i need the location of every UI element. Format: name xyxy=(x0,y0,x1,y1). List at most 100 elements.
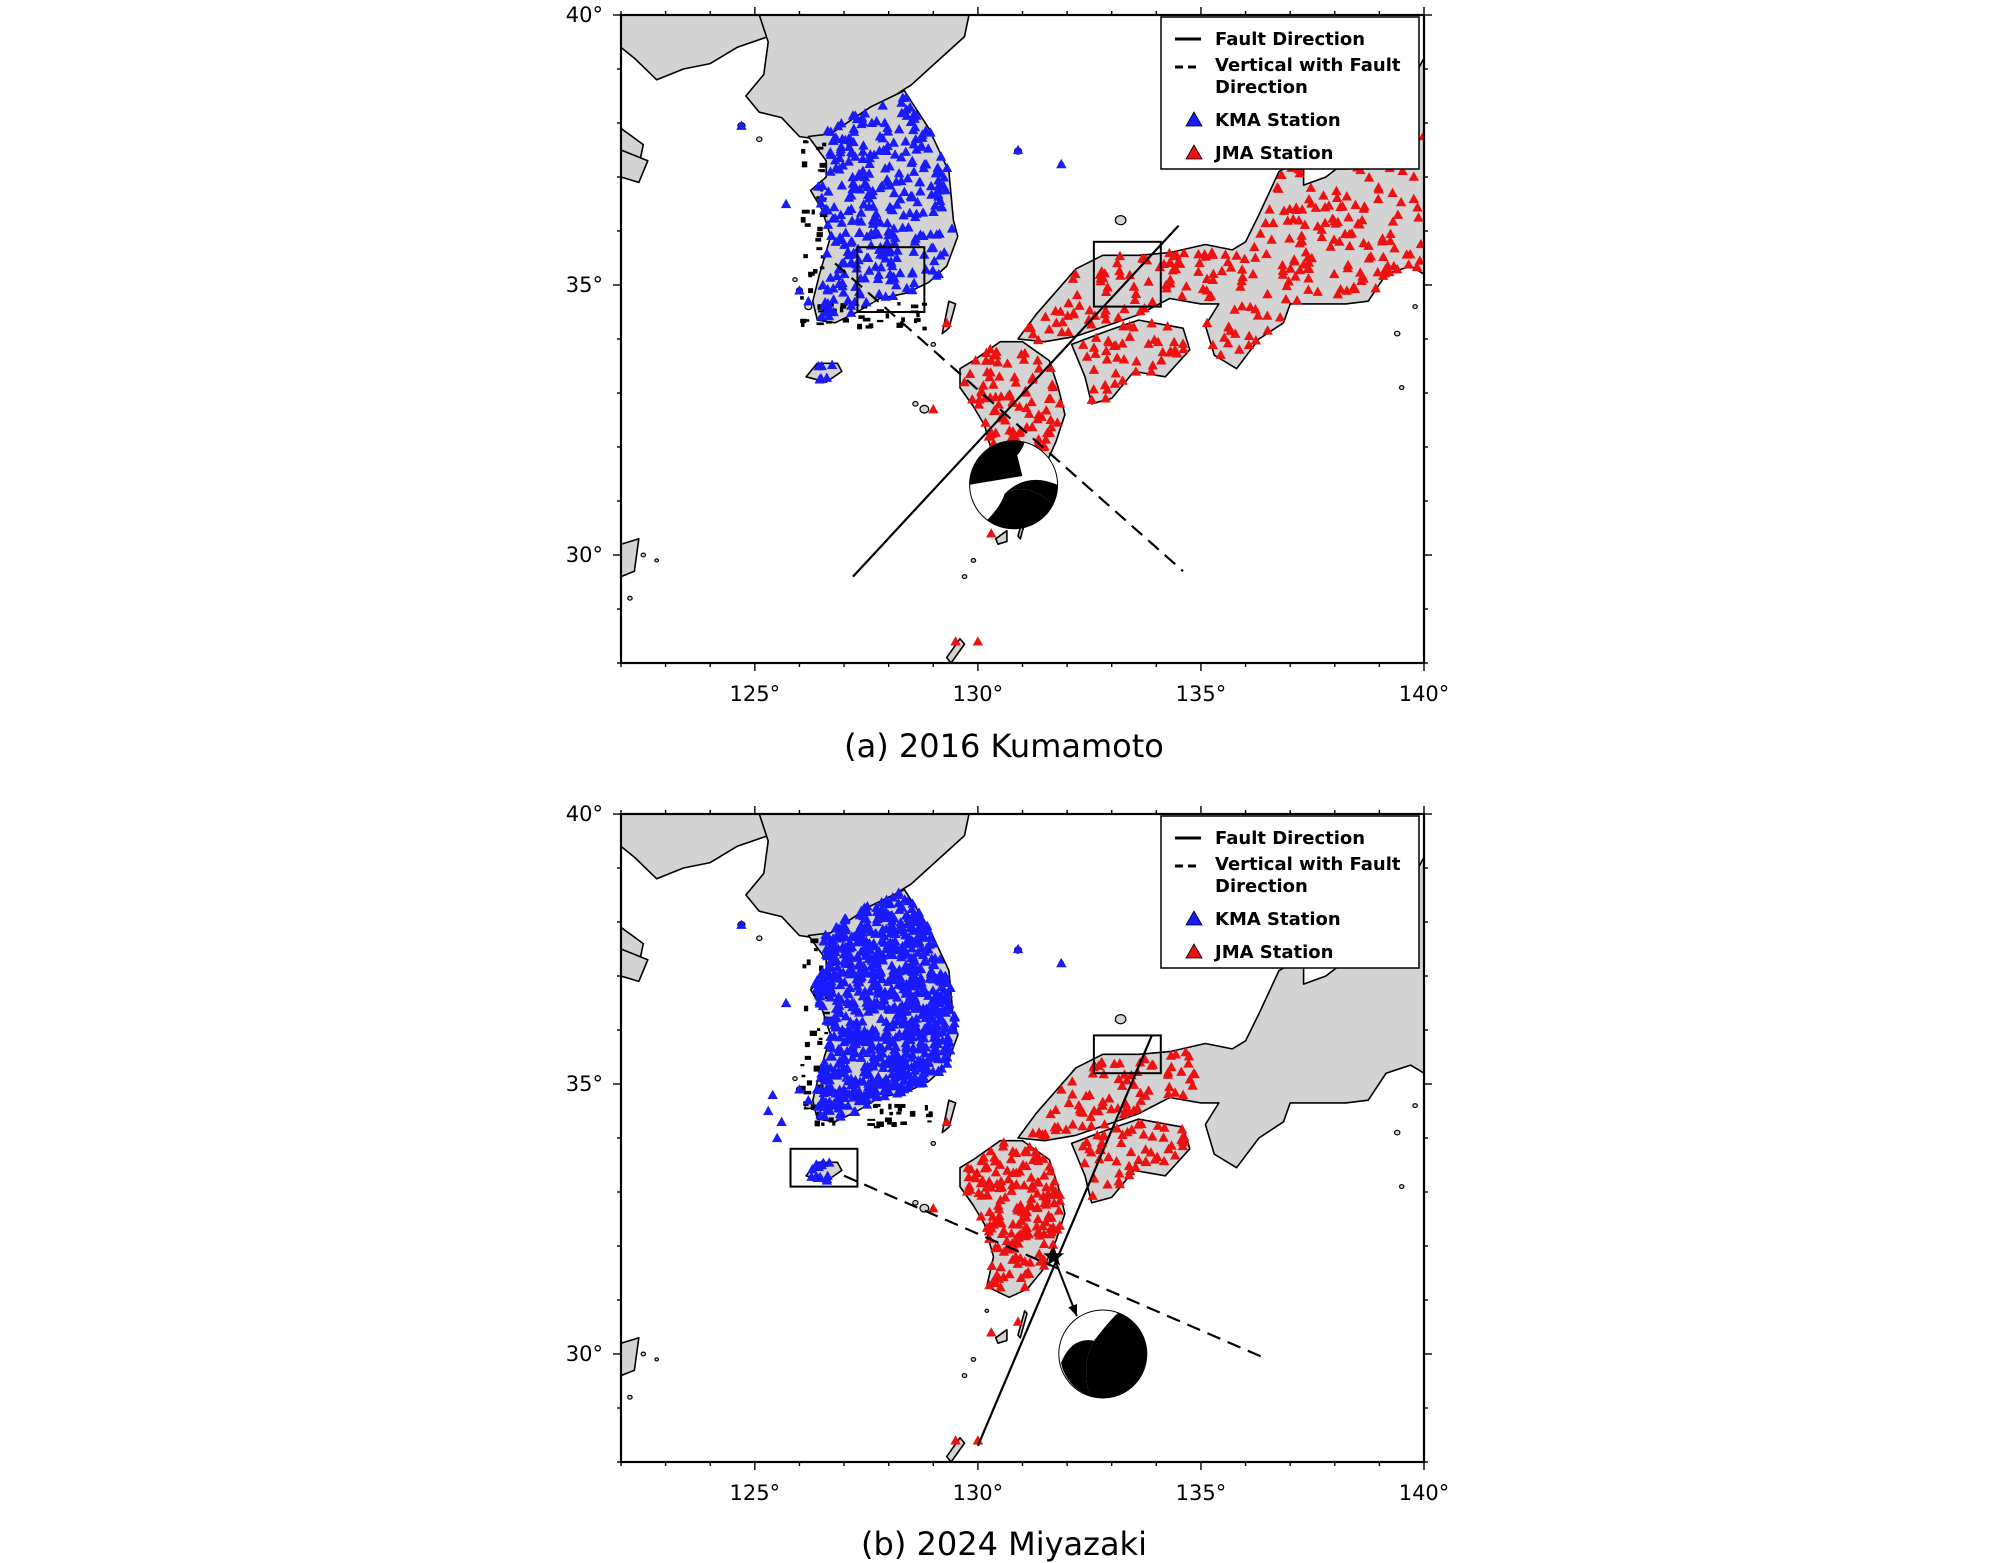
kma-station-marker xyxy=(925,180,937,191)
jma-station-marker xyxy=(1363,172,1375,182)
kma-station-marker xyxy=(893,887,904,897)
kma-station-marker xyxy=(932,162,943,172)
jma-station-marker xyxy=(990,1277,1001,1287)
jma-station-marker xyxy=(1101,345,1112,356)
jma-station-marker xyxy=(970,355,981,365)
kma-station-marker xyxy=(850,1038,862,1049)
jma-station-marker xyxy=(1245,301,1256,312)
jma-station-marker xyxy=(1002,358,1013,368)
jma-station-marker xyxy=(1114,1058,1125,1068)
kma-station-marker xyxy=(859,1095,871,1105)
jma-station-marker xyxy=(1157,346,1168,357)
jma-station-marker xyxy=(1067,1076,1078,1086)
kma-station-marker xyxy=(882,1022,893,1032)
kma-station-marker xyxy=(817,969,829,979)
kma-station-marker xyxy=(821,943,832,954)
kma-station-marker xyxy=(920,158,932,169)
jma-station-marker xyxy=(1084,1143,1095,1154)
coastal-islet xyxy=(840,303,847,309)
jma-station-marker xyxy=(1133,1154,1144,1164)
jma-station-marker xyxy=(1163,1088,1174,1099)
jma-station-marker xyxy=(1169,344,1181,354)
jma-station-marker xyxy=(1163,1143,1174,1154)
jma-station-marker xyxy=(1152,1120,1164,1130)
kma-station-marker xyxy=(870,950,881,960)
kma-station-marker xyxy=(825,166,836,176)
kma-station-marker xyxy=(829,212,841,223)
kma-station-marker xyxy=(877,100,888,110)
panel-caption: (b) 2024 Miyazaki xyxy=(861,1525,1147,1563)
kma-station-marker xyxy=(917,207,929,217)
jma-station-marker xyxy=(1408,171,1420,181)
kma-station-marker xyxy=(1012,943,1024,954)
jma-station-marker xyxy=(1045,362,1056,372)
kma-station-marker xyxy=(930,168,942,178)
jma-station-marker xyxy=(1034,1256,1046,1266)
jma-station-marker xyxy=(1164,257,1175,267)
kma-station-marker xyxy=(918,984,929,995)
kma-station-marker xyxy=(767,1089,778,1099)
kma-station-marker xyxy=(870,208,882,218)
jma-station-marker xyxy=(1027,328,1039,339)
coastal-islet xyxy=(813,268,818,274)
kma-station-marker xyxy=(887,937,898,948)
jma-station-marker xyxy=(1207,339,1219,350)
coastal-islet xyxy=(817,226,823,232)
jma-station-marker xyxy=(1138,1129,1149,1139)
kma-station-marker xyxy=(916,141,928,151)
kma-station-marker xyxy=(851,1019,862,1029)
jma-station-marker xyxy=(1129,294,1141,305)
jma-station-marker xyxy=(1158,1155,1170,1166)
kma-station-marker xyxy=(886,960,898,970)
kma-station-marker xyxy=(822,298,834,308)
kma-station-marker xyxy=(825,147,836,157)
jma-station-marker xyxy=(1098,1131,1109,1141)
small-island xyxy=(654,558,660,563)
panel-b-miyazaki-map: 125° 130° 135° 140° 30° 35° 40° Fault Direction… xyxy=(566,802,1450,1505)
kma-station-marker xyxy=(914,979,926,989)
jma-station-marker xyxy=(1114,250,1126,261)
kma-station-marker xyxy=(828,283,839,293)
kma-station-marker xyxy=(913,907,925,917)
kma-station-marker xyxy=(900,1029,911,1040)
jma-station-marker xyxy=(950,1435,961,1445)
jma-station-marker xyxy=(1100,314,1112,324)
jma-station-marker xyxy=(1018,354,1030,364)
jma-station-marker xyxy=(1067,1119,1078,1129)
kma-station-marker xyxy=(935,195,946,206)
coastal-islet xyxy=(800,296,804,300)
kma-station-marker xyxy=(893,124,905,134)
kma-station-marker xyxy=(834,152,845,162)
small-island xyxy=(1393,1129,1401,1136)
kma-station-marker xyxy=(900,136,911,146)
jma-station-marker xyxy=(997,1141,1009,1151)
coastal-islet xyxy=(899,1104,906,1108)
kma-station-marker xyxy=(889,149,901,159)
kma-station-marker xyxy=(833,1004,845,1015)
jma-station-marker xyxy=(1012,1316,1024,1326)
kma-station-marker xyxy=(938,172,950,182)
kma-station-marker xyxy=(865,227,877,238)
coastal-islet xyxy=(872,1104,879,1108)
jma-station-marker xyxy=(1139,302,1150,313)
coastal-islet xyxy=(857,323,863,330)
kma-station-marker xyxy=(870,261,881,271)
kma-station-marker xyxy=(847,1052,858,1062)
jma-station-marker xyxy=(1189,1068,1200,1079)
kma-station-marker xyxy=(896,97,907,107)
kma-station-marker xyxy=(873,983,884,993)
coastal-islet xyxy=(910,304,919,309)
jma-station-marker xyxy=(996,1182,1008,1192)
jma-station-marker xyxy=(975,1177,987,1188)
kma-station-marker xyxy=(831,1012,842,1022)
kma-station-marker xyxy=(861,944,873,954)
jma-station-marker xyxy=(1011,1179,1023,1190)
small-island xyxy=(627,1394,633,1400)
kma-station-marker xyxy=(865,1036,876,1047)
kma-station-marker xyxy=(869,1029,880,1039)
jma-station-marker xyxy=(1057,316,1068,327)
fault-direction-line xyxy=(976,1034,1153,1447)
kma-station-marker xyxy=(860,179,871,189)
kma-station-marker xyxy=(851,259,862,269)
